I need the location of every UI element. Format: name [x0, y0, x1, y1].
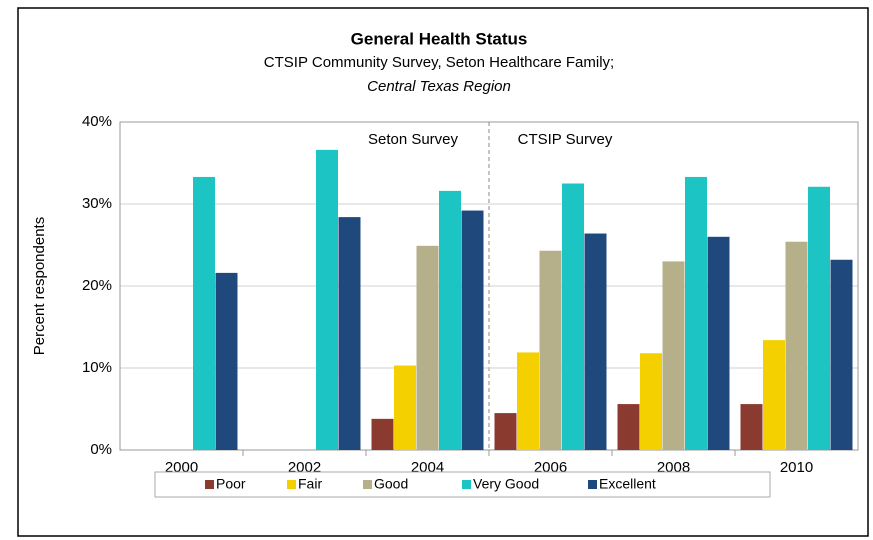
legend-label: Excellent: [599, 476, 656, 492]
chart-subtitle: CTSIP Community Survey, Seton Healthcare…: [264, 54, 614, 71]
y-tick-label: 20%: [82, 277, 112, 294]
legend-label: Good: [374, 476, 408, 492]
bar: [707, 236, 730, 450]
legend-label: Poor: [216, 476, 246, 492]
bar: [461, 210, 484, 450]
annotation: Seton Survey: [368, 131, 459, 148]
bar: [338, 217, 361, 450]
bar: [394, 365, 416, 450]
bar: [494, 413, 517, 450]
x-tick-label: 2010: [780, 459, 813, 476]
bar: [685, 176, 707, 450]
bar: [763, 340, 785, 450]
legend-swatch: [363, 480, 372, 489]
bar: [662, 261, 685, 450]
bar: [416, 245, 439, 450]
y-tick-label: 40%: [82, 113, 112, 130]
y-tick-label: 0%: [90, 441, 112, 458]
y-tick-label: 30%: [82, 195, 112, 212]
legend-swatch: [588, 480, 597, 489]
bar: [830, 259, 853, 450]
legend-swatch: [462, 480, 471, 489]
bar: [215, 272, 238, 450]
chart-subtitle: Central Texas Region: [367, 78, 511, 95]
annotation: CTSIP Survey: [518, 131, 613, 148]
bar: [517, 352, 539, 450]
legend-label: Very Good: [473, 476, 539, 492]
legend-swatch: [287, 480, 296, 489]
bar: [439, 190, 461, 450]
bar: [562, 183, 584, 450]
y-axis-label: Percent respondents: [31, 217, 48, 355]
legend-swatch: [205, 480, 214, 489]
bar: [808, 186, 830, 450]
bar: [617, 404, 640, 450]
bar: [193, 176, 215, 450]
chart-title: General Health Status: [351, 29, 528, 48]
bar: [785, 241, 808, 450]
bar: [371, 418, 394, 450]
bar: [539, 250, 562, 450]
bar: [740, 404, 763, 450]
bar: [584, 233, 607, 450]
legend-label: Fair: [298, 476, 322, 492]
y-tick-label: 10%: [82, 359, 112, 376]
bar: [640, 353, 662, 450]
bar: [316, 149, 338, 450]
